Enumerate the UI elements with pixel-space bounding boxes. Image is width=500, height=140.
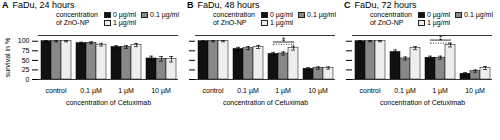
svg-text:*: *	[282, 37, 285, 46]
svg-text:survival in %: survival in %	[4, 38, 11, 77]
svg-text:10 µM: 10 µM	[308, 87, 328, 95]
svg-text:0.1 µM: 0.1 µM	[80, 87, 102, 95]
html-text:0 µg/ml: 0 µg/ml	[270, 11, 294, 18]
svg-text:100: 100	[18, 37, 30, 44]
svg-text:control: control	[45, 87, 66, 94]
html-text:0.1 µg/ml: 0.1 µg/ml	[150, 11, 179, 18]
svg-text:10 µM: 10 µM	[465, 87, 485, 95]
svg-text:*: *	[439, 36, 442, 45]
svg-text:1 µM: 1 µM	[275, 87, 291, 95]
svg-text:10 µM: 10 µM	[151, 87, 171, 95]
html-text:concentration of ZnO-NP: concentration of ZnO-NP	[212, 11, 255, 26]
html-text:0.1 µg/ml: 0.1 µg/ml	[307, 11, 336, 18]
svg-text:control: control	[202, 87, 223, 94]
html-text:concentration of ZnO-NP: concentration of ZnO-NP	[55, 11, 98, 26]
svg-text:control: control	[359, 87, 380, 94]
svg-text:concentration of Cetuximab: concentration of Cetuximab	[66, 99, 151, 106]
html-text:0.1 µg/ml: 0.1 µg/ml	[464, 11, 493, 18]
svg-text:25: 25	[22, 66, 30, 73]
html-text:C FaDu, 72 hours: C FaDu, 72 hours	[344, 0, 417, 10]
html-text:concentration of ZnO-NP: concentration of ZnO-NP	[369, 11, 412, 26]
html-text:1 µg/ml: 1 µg/ml	[113, 19, 137, 26]
svg-text:1 µM: 1 µM	[432, 87, 448, 95]
html-text:1 µg/ml: 1 µg/ml	[270, 19, 294, 26]
svg-text:0: 0	[26, 76, 30, 83]
html-text:B FaDu, 48 hours: B FaDu, 48 hours	[187, 0, 260, 10]
html-text:A FaDu, 24 hours: A FaDu, 24 hours	[2, 0, 75, 10]
svg-text:50: 50	[22, 57, 30, 64]
svg-text:0.1 µM: 0.1 µM	[394, 87, 416, 95]
html-text:1 µg/ml: 1 µg/ml	[427, 19, 451, 26]
svg-text:0.1 µM: 0.1 µM	[237, 87, 259, 95]
svg-text:concentration of Cetuximab: concentration of Cetuximab	[223, 99, 308, 106]
html-text:0 µg/ml: 0 µg/ml	[427, 11, 451, 18]
html-text:0 µg/ml: 0 µg/ml	[113, 11, 137, 18]
svg-text:1 µM: 1 µM	[118, 87, 134, 95]
svg-text:75: 75	[22, 47, 30, 54]
svg-text:concentration of Cetuximab: concentration of Cetuximab	[380, 99, 465, 106]
